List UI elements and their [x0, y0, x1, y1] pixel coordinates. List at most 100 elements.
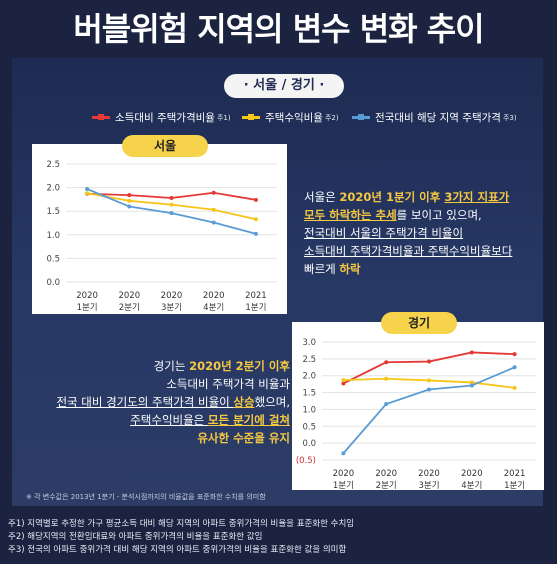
- y-tick-label: 3.0: [302, 338, 316, 348]
- legend-label: 주택수익비율: [265, 112, 323, 124]
- x-tick-label: 1분기: [77, 303, 98, 313]
- x-tick-label: 2020: [76, 291, 98, 301]
- x-tick-label: 3분기: [161, 303, 182, 313]
- legend-item: 전국대비 해당 지역 주택가격 주3): [352, 110, 517, 125]
- desc-highlight: 3가지 지표가: [444, 190, 510, 204]
- data-point: [211, 220, 216, 225]
- data-point: [427, 378, 431, 383]
- x-tick-label: 2021: [245, 291, 267, 301]
- y-tick-label: 2.0: [302, 372, 316, 382]
- note-line: 주2) 해당지역의 전환임대료와 아파트 중위가격의 비율을 표준화한 값임: [8, 532, 263, 542]
- seoul-chart-title: 서울: [122, 135, 208, 157]
- x-tick-label: 2020: [161, 291, 183, 301]
- y-tick-label: 2.5: [302, 355, 316, 365]
- data-point: [341, 381, 346, 386]
- seoul-line-chart: 0.0 0.5 1.0 1.5 2.0 2.5 2020 1분기 2020 2분기 2020 3분기 2…: [46, 160, 277, 313]
- legend-swatch: [92, 114, 110, 120]
- legend-swatch: [352, 114, 370, 120]
- data-point: [384, 376, 389, 381]
- seoul-description: 서울은 2020년 1분기 이후 3가지 지표가 모두 하락하는 추세를 보이고…: [304, 188, 512, 278]
- desc-text: 빠르게: [304, 262, 340, 276]
- desc-text: 경기는: [153, 359, 190, 373]
- data-point: [384, 402, 389, 407]
- desc-highlight: 2020년 2분기 이후: [189, 359, 290, 373]
- y-tick-label: (0.5): [296, 456, 316, 466]
- data-point: [341, 378, 346, 383]
- data-point: [512, 385, 517, 390]
- footnote: ※ 각 변수값은 2013년 1분기 - 분석시점까지의 비율값을 표준화한 수…: [26, 493, 266, 501]
- x-tick-label: 2020: [418, 469, 440, 479]
- data-point: [211, 207, 216, 212]
- data-point: [85, 187, 90, 192]
- desc-text: 전국 대비 경기도의 주택가격 비율이: [56, 395, 234, 409]
- y-tick-label: 1.0: [46, 231, 60, 241]
- x-tick-label: 2020: [203, 291, 225, 301]
- gyeonggi-line-chart: (0.5) 0.0 0.5 1.0 1.5 2.0 2.5 3.0 2020 1분기 2020 2분기…: [296, 338, 536, 490]
- note-line: 주3) 전국의 아파트 중위가격 대비 해당 지역의 아파트 중위가격의 비율을…: [8, 545, 347, 555]
- data-point: [469, 383, 474, 388]
- desc-highlight: 유사한 수준을 유지: [197, 431, 290, 445]
- seoul-chart-card: 0.0 0.5 1.0 1.5 2.0 2.5 2020 1분기 2020 2분기 2020 3분기 2…: [32, 144, 287, 314]
- data-point: [169, 195, 174, 200]
- legend-note: 주1): [216, 113, 231, 122]
- x-tick-label: 3분기: [418, 481, 439, 490]
- data-point: [469, 350, 474, 355]
- legend-note: 주2): [324, 113, 339, 122]
- data-point: [127, 204, 132, 209]
- x-tick-label: 4분기: [461, 481, 482, 490]
- y-tick-label: 0.5: [46, 254, 60, 264]
- x-tick-label: 1분기: [504, 481, 525, 490]
- data-point: [253, 217, 258, 222]
- x-tick-label: 2020: [333, 469, 355, 479]
- data-point: [169, 202, 174, 207]
- desc-text: 소득대비 주택가격비율과 주택수익비율보다: [304, 244, 513, 258]
- data-point: [427, 387, 431, 392]
- legend-item: 소득대비 주택가격비율 주1): [92, 110, 231, 125]
- y-tick-label: 0.0: [302, 439, 316, 449]
- x-tick-label: 1분기: [333, 481, 354, 490]
- desc-highlight: 모두 하락하는 추세: [304, 208, 397, 222]
- desc-highlight: 2020년 1분기 이후: [339, 190, 445, 204]
- gyeonggi-description: 경기는 2020년 2분기 이후 소득대비 주택가격 비율과 전국 대비 경기도…: [30, 357, 290, 447]
- y-tick-label: 1.0: [302, 405, 316, 415]
- desc-text: 주택수익비율은: [130, 413, 208, 427]
- x-tick-label: 2분기: [376, 481, 397, 490]
- y-tick-label: 0.0: [46, 278, 60, 288]
- data-point: [127, 198, 132, 203]
- data-point: [169, 211, 174, 216]
- x-tick-label: 2020: [118, 291, 140, 301]
- gyeonggi-chart-card: (0.5) 0.0 0.5 1.0 1.5 2.0 2.5 3.0 2020 1분기 2020 2분기…: [292, 322, 544, 490]
- y-tick-label: 2.5: [46, 160, 60, 170]
- desc-text: 서울은: [304, 190, 340, 204]
- notes: 주1) 지역별로 추정한 가구 평균소득 대비 해당 지역의 아파트 중위가격의…: [8, 518, 354, 557]
- data-point: [253, 197, 258, 202]
- region-label: · 서울 / 경기 ·: [224, 74, 344, 98]
- legend-label: 전국대비 해당 지역 주택가격: [375, 112, 501, 124]
- y-tick-label: 2.0: [46, 184, 60, 194]
- y-tick-label: 0.5: [302, 422, 316, 432]
- x-tick-label: 2021: [504, 469, 526, 479]
- x-tick-label: 1분기: [245, 303, 266, 313]
- data-point: [127, 193, 132, 198]
- data-point: [211, 190, 216, 195]
- data-point: [512, 365, 517, 370]
- desc-highlight: 상승: [233, 395, 255, 409]
- desc-highlight: 모든 분기에 걸쳐: [207, 413, 290, 427]
- legend-item: 주택수익비율 주2): [242, 110, 339, 125]
- desc-text: 를 보이고 있으며,: [396, 208, 482, 222]
- data-point: [384, 360, 389, 365]
- data-point: [512, 352, 517, 357]
- data-point: [341, 451, 346, 456]
- desc-highlight: 하락: [339, 262, 361, 276]
- y-tick-label: 1.5: [46, 207, 60, 217]
- x-tick-label: 2020: [461, 469, 483, 479]
- desc-text: 했으며,: [254, 395, 290, 409]
- x-tick-label: 2020: [375, 469, 397, 479]
- note-line: 주1) 지역별로 추정한 가구 평균소득 대비 해당 지역의 아파트 중위가격의…: [8, 519, 355, 529]
- data-point: [469, 380, 474, 385]
- gyeonggi-chart-title: 경기: [381, 312, 457, 334]
- page-title: 버블위험 지역의 변수 변화 추이: [73, 10, 484, 48]
- data-point: [253, 231, 258, 236]
- y-tick-label: 1.5: [302, 389, 316, 399]
- legend-note: 주3): [502, 113, 517, 122]
